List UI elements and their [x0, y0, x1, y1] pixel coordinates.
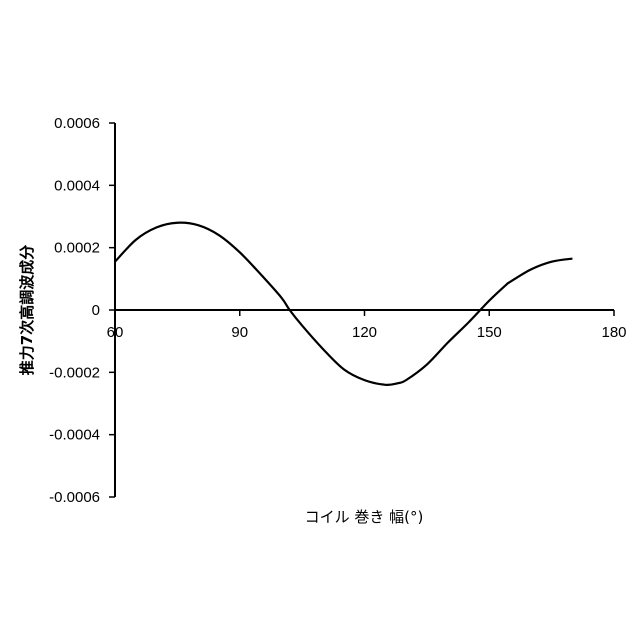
x-tick-label: 90 [231, 324, 248, 341]
series-line [114, 221, 573, 387]
y-tick-label: 0.0004 [54, 177, 100, 194]
x-axis-ticks: 60 90 120 150 180 [107, 310, 627, 341]
x-axis-title: コイル 巻き 幅(°) [305, 508, 424, 526]
y-tick-label: -0.0002 [49, 364, 100, 381]
x-tick-label: 60 [107, 324, 124, 341]
x-tick-label: 150 [477, 324, 502, 341]
y-tick-label: 0.0002 [54, 240, 100, 257]
y-axis-ticks: 0.0006 0.0004 0.0002 0 -0.0002 -0.0004 -0.0006 [49, 115, 115, 506]
y-axis-title: 推力7次高調波成分 [18, 245, 36, 375]
x-tick-label: 120 [352, 324, 377, 341]
x-tick-label: 180 [601, 324, 626, 341]
y-tick-label: 0 [92, 302, 100, 319]
y-tick-label: -0.0004 [49, 427, 100, 444]
y-tick-label: -0.0006 [49, 489, 100, 506]
y-tick-label: 0.0006 [54, 115, 100, 132]
